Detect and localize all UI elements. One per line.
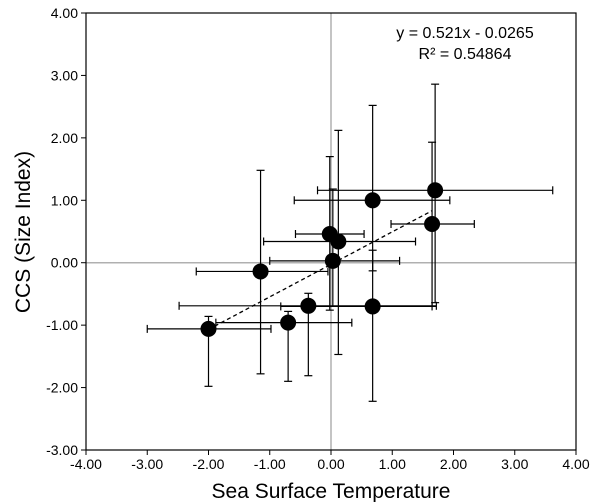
- x-tick-label: -1.00: [254, 456, 286, 472]
- error-bar: [280, 249, 433, 402]
- x-tick-label: 2.00: [440, 456, 467, 472]
- x-tick-label: 0.00: [317, 456, 344, 472]
- y-axis-title: CCS (Size Index): [12, 151, 35, 313]
- data-point: [364, 298, 381, 315]
- y-tick-label: 1.00: [51, 192, 78, 208]
- x-tick-label: -2.00: [193, 456, 225, 472]
- data-point: [424, 216, 441, 233]
- data-point: [280, 314, 297, 331]
- y-tick-label: -3.00: [46, 442, 78, 458]
- y-tick-label: 3.00: [51, 67, 78, 83]
- y-axis-ticks: -3.00 -2.00 -1.00 0.00 1.00 2.00 3.00 4.00: [46, 5, 86, 458]
- data-point: [200, 320, 217, 337]
- x-tick-label: 4.00: [562, 456, 589, 472]
- x-axis-title: Sea Surface Temperature: [212, 480, 451, 502]
- r-squared-label: R² = 0.54864: [419, 46, 512, 63]
- x-tick-label: -3.00: [131, 456, 163, 472]
- trendline-group: [208, 210, 433, 330]
- data-point: [300, 297, 317, 314]
- y-tick-label: -1.00: [46, 317, 78, 333]
- x-tick-label: 3.00: [501, 456, 528, 472]
- x-axis-ticks: -4.00 -3.00 -2.00 -1.00 0.00 1.00 2.00 3.00 4.00: [70, 450, 590, 472]
- data-points: [200, 182, 444, 337]
- y-tick-label: -2.00: [46, 380, 78, 396]
- error-bars: [146, 83, 554, 402]
- trendline: [208, 210, 433, 330]
- y-tick-label: 4.00: [51, 5, 78, 21]
- data-point: [330, 233, 347, 250]
- y-tick-label: 2.00: [51, 130, 78, 146]
- data-point: [427, 182, 444, 199]
- x-tick-label: -4.00: [70, 456, 102, 472]
- y-tick-label: 0.00: [51, 255, 78, 271]
- data-point: [324, 252, 341, 269]
- x-tick-label: 1.00: [379, 456, 406, 472]
- regression-equation: y = 0.521x - 0.0265: [396, 25, 534, 42]
- data-point: [252, 263, 269, 280]
- data-point: [364, 192, 381, 209]
